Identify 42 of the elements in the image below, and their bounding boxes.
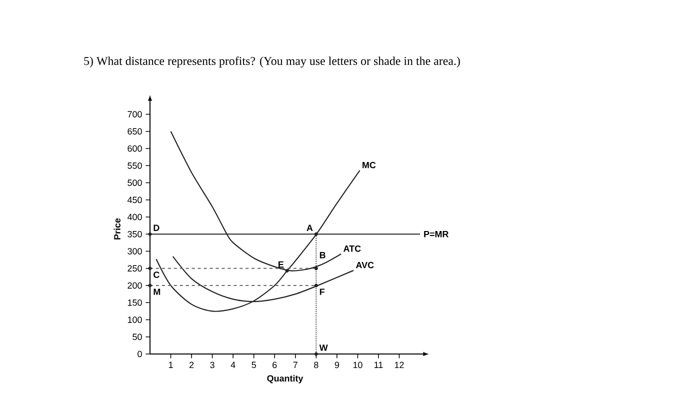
ref-line-label: P=MR	[424, 231, 449, 238]
y-tick-label: 700	[128, 111, 142, 118]
x-tick-label: 11	[374, 362, 383, 368]
y-tick-label: 100	[128, 316, 142, 323]
y-tick-label: 350	[128, 230, 142, 238]
y-tick-label: 200	[128, 282, 142, 289]
x-tick-label: 2	[190, 362, 194, 368]
x-tick-label: 7	[293, 362, 298, 368]
y-tick-label: 500	[128, 180, 142, 186]
y-tick-label: 550	[128, 162, 142, 169]
annotation: D	[154, 224, 160, 231]
x-tick-label: 8	[314, 362, 318, 368]
annotation: W	[319, 344, 328, 351]
y-tick-label: 450	[127, 196, 142, 204]
x-tick-label: 4	[230, 362, 236, 368]
y-tick-label: 650	[128, 128, 142, 135]
x-tick-label: 1	[168, 362, 173, 368]
annotation: E	[278, 261, 284, 268]
annotation: F	[320, 288, 324, 295]
annotation: M	[154, 288, 160, 295]
x-tick-label: 5	[252, 362, 256, 368]
x-tick-label: 6	[272, 362, 277, 368]
y-axis-title: Price	[114, 218, 120, 240]
y-tick-label: 250	[128, 265, 142, 272]
y-tick-label: 150	[128, 299, 142, 306]
y-tick-label: 0	[138, 350, 142, 358]
annotation: A	[306, 224, 313, 231]
series-label: MC	[362, 162, 376, 168]
y-tick-label: 50	[132, 334, 142, 340]
y-tick-label: 300	[128, 248, 142, 254]
annotation: B	[320, 252, 326, 258]
x-axis-title: Quantity	[267, 374, 304, 384]
y-tick-label: 400	[127, 214, 142, 220]
chart-title: 5) What distance represents profits? (You may use letters or shade in the area.)	[84, 56, 460, 68]
annotation: C	[154, 272, 160, 278]
series-label: AVC	[356, 262, 374, 268]
x-tick-label: 9	[334, 362, 339, 368]
x-tick-label: 12	[394, 362, 404, 368]
series-label: ATC	[343, 245, 361, 252]
y-tick-label: 600	[128, 145, 142, 152]
x-tick-label: 10	[353, 362, 362, 368]
x-tick-label: 3	[210, 362, 214, 368]
